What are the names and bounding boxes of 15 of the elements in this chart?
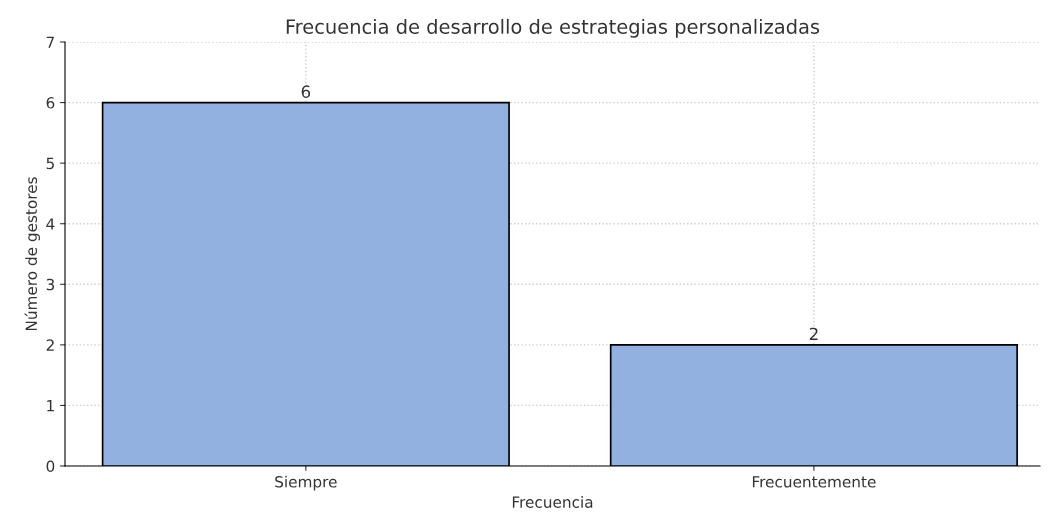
data-label: 2 [809,327,818,340]
y-tick-label: 0 [46,460,55,473]
x-tick-label: Frecuentemente [752,476,876,488]
y-tick-label: 1 [47,400,54,412]
y-axis-title: Número de gestores [24,177,40,331]
y-tick-label: 2 [46,339,54,351]
y-tick-label: 6 [46,97,55,109]
y-tick-label: 7 [46,36,54,48]
y-tick-label: 3 [46,278,55,291]
y-tick-label: 4 [46,218,55,230]
chart-title: Frecuencia de desarrollo de estrategias personalizadas [286,18,820,38]
data-label: 6 [301,85,311,98]
x-axis-title: Frecuencia [512,496,593,508]
x-tick-label: Siempre [275,475,337,491]
y-tick-label: 5 [46,157,54,170]
